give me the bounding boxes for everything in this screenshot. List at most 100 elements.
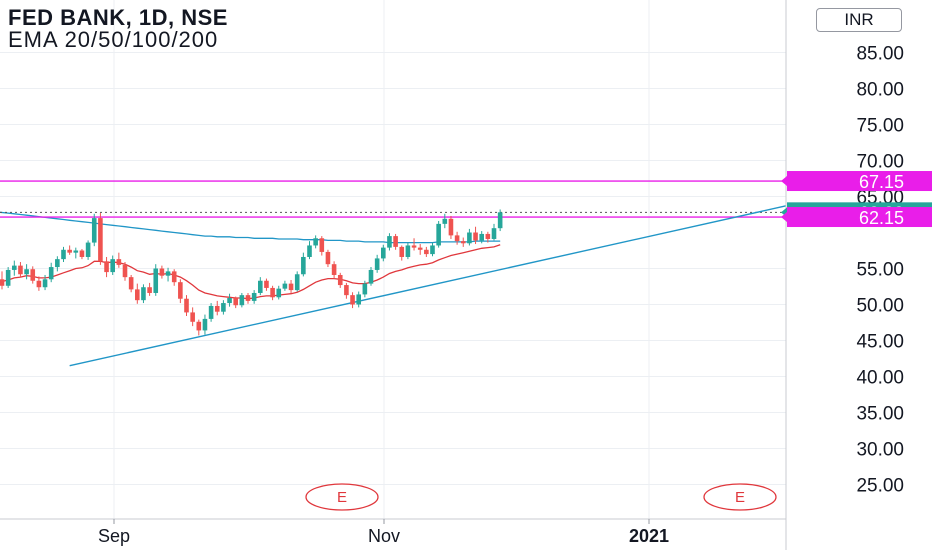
candle (301, 252, 306, 277)
candle (399, 245, 405, 261)
candle-body (405, 245, 411, 257)
candle (61, 246, 66, 263)
candle (319, 236, 325, 256)
candle (171, 269, 177, 286)
candle (91, 213, 97, 247)
candle-body (411, 245, 417, 248)
candle-body (454, 235, 460, 242)
candle-body (448, 218, 454, 236)
candle (460, 237, 466, 247)
price-axis[interactable]: 25.0030.0035.0040.0045.0050.0055.0065.00… (781, 0, 932, 550)
candle-body (91, 218, 97, 243)
time-tick-label: Nov (368, 526, 400, 546)
candle (73, 247, 79, 259)
price-tick-label: 25.00 (856, 476, 904, 497)
candle (387, 233, 392, 251)
candle (110, 255, 115, 275)
candle (184, 295, 189, 317)
price-tag-62.15[interactable] (787, 207, 932, 228)
time-tick-label: Sep (98, 526, 130, 546)
candle-body (282, 283, 288, 289)
candle (116, 252, 122, 268)
candle-body (436, 223, 441, 246)
candle-body (368, 269, 374, 284)
price-tick-label: 55.00 (856, 260, 904, 281)
candle-body (325, 251, 331, 265)
candle-body (307, 245, 312, 257)
candle-body (479, 233, 484, 241)
candle (479, 231, 484, 244)
candle-body (79, 250, 85, 257)
candle-body (497, 212, 503, 229)
candle-body (288, 283, 294, 291)
candle-body (331, 264, 337, 275)
candle (24, 264, 29, 280)
candle-body (42, 279, 48, 288)
time-tick-label: 2021 (629, 526, 669, 546)
candle (288, 280, 294, 293)
candle (159, 265, 165, 279)
candle (165, 267, 171, 282)
candle-body (381, 247, 386, 259)
candle-body (221, 303, 226, 312)
candle-body (270, 287, 275, 298)
candle-body (344, 285, 349, 296)
candle (214, 300, 220, 316)
candle-body (485, 233, 491, 239)
candle-body (424, 249, 429, 255)
candle (12, 260, 17, 276)
candle (258, 277, 263, 296)
candle (374, 254, 380, 273)
candle-body (208, 305, 214, 319)
candle (227, 293, 232, 307)
earnings-marker[interactable] (305, 483, 379, 511)
earnings-marker[interactable] (703, 483, 777, 511)
earnings-marker-label: E (735, 489, 745, 506)
indicator-legend[interactable]: EMA 20/50/100/200 (8, 27, 219, 52)
candle-body (67, 249, 72, 253)
candle-body (460, 241, 466, 244)
candle (196, 319, 202, 336)
support-trendline[interactable] (69, 205, 787, 367)
candle-body (18, 265, 23, 275)
price-tag-pointer (781, 176, 787, 187)
candle (245, 292, 251, 304)
candle (55, 256, 60, 272)
candle-body (12, 265, 17, 270)
candle-body (171, 271, 177, 283)
candle-body (73, 250, 79, 253)
candle-body (159, 268, 165, 276)
candle-body (374, 258, 380, 270)
candle-body (294, 274, 300, 291)
candle (411, 238, 417, 251)
candle (36, 276, 42, 291)
candle-body (30, 269, 36, 281)
price-tick-label: 70.00 (856, 152, 904, 173)
candle-body (491, 228, 497, 239)
candle-body (196, 321, 202, 331)
candle-body (442, 218, 448, 224)
candle (79, 249, 85, 260)
candle-body (85, 242, 91, 257)
candle (135, 283, 140, 304)
candle (104, 256, 109, 278)
currency-button[interactable]: INR (816, 8, 902, 32)
candle (202, 314, 208, 335)
candle-body (61, 249, 66, 260)
candle-body (147, 287, 152, 293)
price-tag-67.15[interactable] (787, 171, 932, 192)
candle (67, 245, 72, 255)
candle-body (264, 280, 269, 288)
price-tick-label: 75.00 (856, 116, 904, 137)
candle-body (467, 232, 472, 244)
candle-body (362, 283, 368, 295)
candle (331, 261, 337, 279)
ema-long-line (0, 211, 501, 244)
candle-body (5, 269, 11, 286)
candle-body (110, 259, 115, 273)
time-axis[interactable]: Sep Nov 2021 (0, 518, 786, 546)
price-tag-pointer (781, 212, 787, 223)
candle-body (116, 259, 122, 265)
candle-body (55, 259, 60, 268)
